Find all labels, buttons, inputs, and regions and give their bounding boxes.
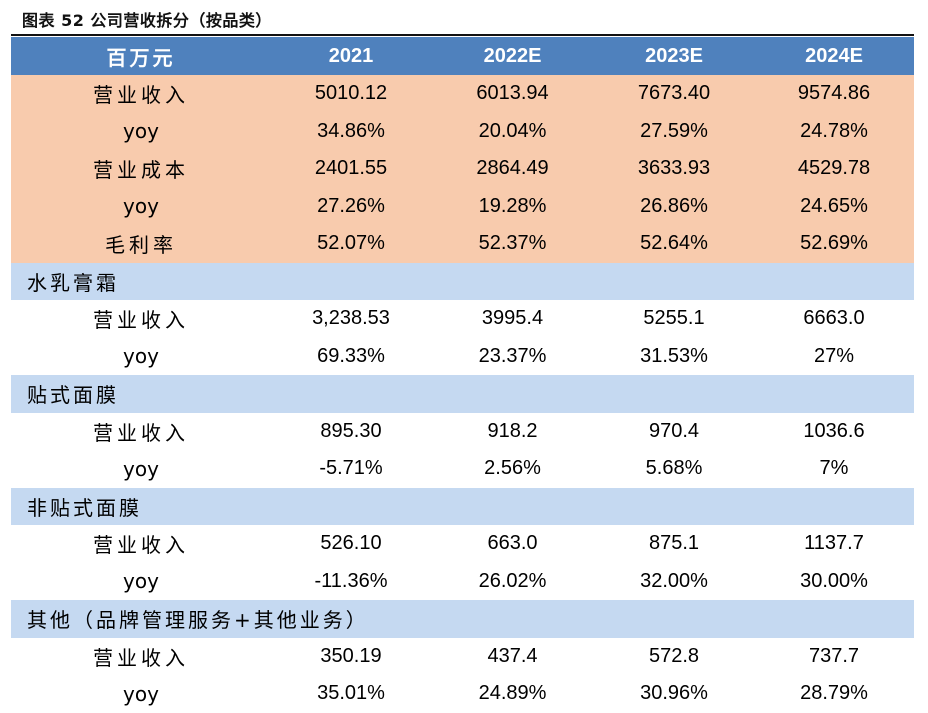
table-cell: 737.7 [754, 637, 914, 675]
table-cell: 1036.6 [754, 412, 914, 450]
table-cell: 26.02% [431, 562, 594, 600]
table-cell: 24.89% [431, 675, 594, 713]
row-label: yoy [11, 675, 271, 713]
row-label: 营业收入 [11, 525, 271, 563]
table-cell: 31.53% [594, 337, 754, 375]
section-title: 贴式面膜 [11, 375, 914, 413]
table-cell: 5.68% [594, 450, 754, 488]
row-label: 营业收入 [11, 637, 271, 675]
figure-caption: 图表 52 公司营收拆分（按品类） [22, 11, 272, 30]
row-label: yoy [11, 562, 271, 600]
table-cell: 19.28% [431, 187, 594, 225]
table-cell: 437.4 [431, 637, 594, 675]
table-cell: 526.10 [271, 525, 431, 563]
table-cell: 875.1 [594, 525, 754, 563]
section-title: 非贴式面膜 [11, 487, 914, 525]
table-cell: 23.37% [431, 337, 594, 375]
table-cell: 895.30 [271, 412, 431, 450]
table-cell: -11.36% [271, 562, 431, 600]
table-cell: 5255.1 [594, 300, 754, 338]
row-label: yoy [11, 112, 271, 150]
table-cell: 6663.0 [754, 300, 914, 338]
table-cell: 572.8 [594, 637, 754, 675]
table-cell: -5.71% [271, 450, 431, 488]
header-year: 2021 [271, 37, 431, 75]
table-row: 营业收入 526.10 663.0 875.1 1137.7 [11, 525, 914, 563]
table-cell: 2401.55 [271, 150, 431, 188]
table-cell: 26.86% [594, 187, 754, 225]
row-label: yoy [11, 337, 271, 375]
table-cell: 2.56% [431, 450, 594, 488]
top-rule [11, 34, 914, 36]
table-row: yoy -5.71% 2.56% 5.68% 7% [11, 450, 914, 488]
table-cell: 9574.86 [754, 75, 914, 113]
table-cell: 34.86% [271, 112, 431, 150]
header-year: 2024E [754, 37, 914, 75]
table-header-row: 百万元 2021 2022E 2023E 2024E [11, 37, 914, 75]
section-title: 其他（品牌管理服务+其他业务） [11, 600, 914, 638]
row-label: 营业成本 [11, 150, 271, 188]
table-row: yoy 69.33% 23.37% 31.53% 27% [11, 337, 914, 375]
table-cell: 3633.93 [594, 150, 754, 188]
row-label: yoy [11, 450, 271, 488]
table-cell: 52.64% [594, 225, 754, 263]
table-cell: 918.2 [431, 412, 594, 450]
summary-row: yoy 27.26% 19.28% 26.86% 24.65% [11, 187, 914, 225]
table-cell: 6013.94 [431, 75, 594, 113]
table-cell: 30.96% [594, 675, 754, 713]
section-header-row: 其他（品牌管理服务+其他业务） [11, 600, 914, 638]
table-cell: 69.33% [271, 337, 431, 375]
table-cell: 1137.7 [754, 525, 914, 563]
section-header-row: 水乳膏霜 [11, 262, 914, 300]
section-header-row: 非贴式面膜 [11, 487, 914, 525]
row-label: 营业收入 [11, 412, 271, 450]
table-cell: 28.79% [754, 675, 914, 713]
table-cell: 52.69% [754, 225, 914, 263]
table-cell: 5010.12 [271, 75, 431, 113]
row-label: 营业收入 [11, 300, 271, 338]
revenue-breakdown-table: 百万元 2021 2022E 2023E 2024E 营业收入 5010.12 … [11, 37, 914, 713]
table-cell: 52.07% [271, 225, 431, 263]
table-cell: 350.19 [271, 637, 431, 675]
table-cell: 35.01% [271, 675, 431, 713]
table-cell: 3995.4 [431, 300, 594, 338]
section-header-row: 贴式面膜 [11, 375, 914, 413]
table-cell: 24.65% [754, 187, 914, 225]
table-row: 营业收入 3,238.53 3995.4 5255.1 6663.0 [11, 300, 914, 338]
summary-row: 营业收入 5010.12 6013.94 7673.40 9574.86 [11, 75, 914, 113]
table-cell: 7% [754, 450, 914, 488]
table-cell: 970.4 [594, 412, 754, 450]
row-label: 营业收入 [11, 75, 271, 113]
summary-row: 毛利率 52.07% 52.37% 52.64% 52.69% [11, 225, 914, 263]
table-cell: 2864.49 [431, 150, 594, 188]
table-row: yoy -11.36% 26.02% 32.00% 30.00% [11, 562, 914, 600]
table-cell: 27.26% [271, 187, 431, 225]
row-label: 毛利率 [11, 225, 271, 263]
table-cell: 20.04% [431, 112, 594, 150]
table-cell: 663.0 [431, 525, 594, 563]
section-title: 水乳膏霜 [11, 262, 914, 300]
header-year: 2023E [594, 37, 754, 75]
table-row: 营业收入 350.19 437.4 572.8 737.7 [11, 637, 914, 675]
table-cell: 4529.78 [754, 150, 914, 188]
header-year: 2022E [431, 37, 594, 75]
row-label: yoy [11, 187, 271, 225]
header-unit: 百万元 [11, 37, 271, 75]
table-cell: 3,238.53 [271, 300, 431, 338]
table-cell: 30.00% [754, 562, 914, 600]
summary-row: 营业成本 2401.55 2864.49 3633.93 4529.78 [11, 150, 914, 188]
summary-row: yoy 34.86% 20.04% 27.59% 24.78% [11, 112, 914, 150]
table-cell: 7673.40 [594, 75, 754, 113]
table-row: yoy 35.01% 24.89% 30.96% 28.79% [11, 675, 914, 713]
table-cell: 27% [754, 337, 914, 375]
table-row: 营业收入 895.30 918.2 970.4 1036.6 [11, 412, 914, 450]
table-cell: 27.59% [594, 112, 754, 150]
table-cell: 24.78% [754, 112, 914, 150]
table-cell: 32.00% [594, 562, 754, 600]
table-cell: 52.37% [431, 225, 594, 263]
